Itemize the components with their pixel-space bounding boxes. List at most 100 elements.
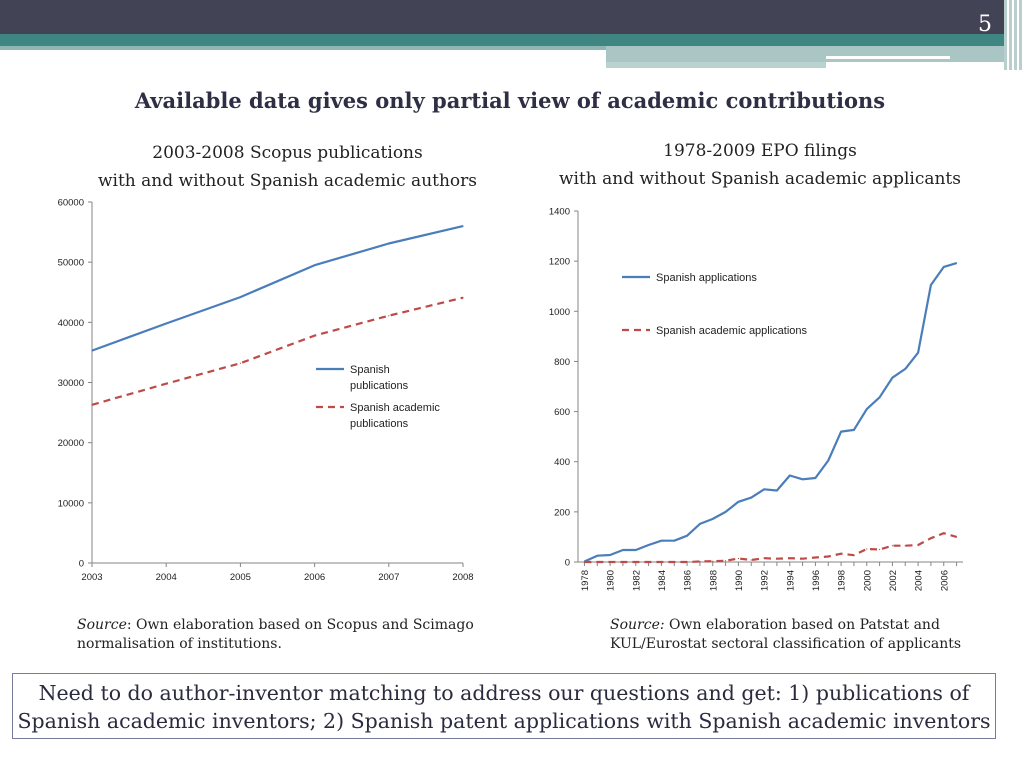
- conclusion-line1: Need to do author-inventor matching to a…: [38, 681, 970, 705]
- data-point: [776, 558, 778, 560]
- x-tick-label: 2006: [304, 572, 325, 583]
- data-point: [789, 474, 791, 477]
- data-point: [750, 559, 752, 561]
- data-point: [596, 555, 598, 557]
- left-subtitle-line1: 2003-2008 Scopus publications: [152, 143, 423, 163]
- y-tick-label: 400: [554, 457, 570, 468]
- data-point: [673, 540, 675, 542]
- data-point: [943, 266, 945, 268]
- data-point: [955, 536, 958, 538]
- legend-label-1: publications: [350, 380, 409, 392]
- data-point: [635, 549, 637, 551]
- data-point: [930, 284, 932, 286]
- legend-label-1: Spanish applications: [656, 272, 757, 284]
- slide-title: Available data gives only partial view o…: [134, 88, 886, 113]
- x-tick-label: 2006: [939, 570, 950, 591]
- right-source-note: Source: Own elaboration based on Patstat…: [610, 616, 1010, 654]
- y-tick-label: 10000: [58, 498, 84, 509]
- data-point: [686, 561, 688, 563]
- data-point: [763, 488, 765, 490]
- header-accent-line: [826, 56, 950, 59]
- right-source-label: Source:: [610, 617, 665, 633]
- data-point: [712, 518, 714, 520]
- header-decorative-lines: [1004, 0, 1024, 70]
- conclusion-box: Need to do author-inventor matching to a…: [12, 673, 996, 739]
- data-point: [789, 557, 791, 559]
- data-point: [878, 396, 881, 398]
- data-point: [583, 561, 586, 563]
- data-point: [724, 511, 727, 513]
- x-tick-label: 1998: [837, 570, 848, 591]
- data-point: [827, 459, 829, 462]
- epo-filings-chart: 0 200 400 600 800 1000 1200 1400 1978 1980 1982 198…: [549, 207, 963, 591]
- header-accent-stripe: [0, 34, 1024, 46]
- x-tick-label: 1990: [734, 570, 745, 591]
- data-point: [866, 408, 868, 410]
- left-subtitle-line2: with and without Spanish academic author…: [97, 171, 478, 191]
- left-chart-subtitle: 2003-2008 Scopus publications with and w…: [60, 139, 515, 195]
- data-point: [673, 561, 675, 563]
- y-tick-label: 40000: [58, 318, 84, 329]
- x-tick-label: 2007: [378, 572, 399, 583]
- x-tick-label: 2003: [81, 572, 102, 583]
- data-point: [647, 561, 650, 563]
- x-tick-label: 1982: [631, 570, 642, 591]
- right-subtitle-line2: with and without Spanish academic applic…: [558, 169, 961, 189]
- x-tick-label: 1978: [580, 570, 591, 591]
- data-point: [239, 296, 241, 298]
- y-tick-label: 1200: [549, 257, 570, 268]
- data-point: [622, 549, 624, 551]
- right-source-text1: Own elaboration based on Patstat and: [664, 617, 940, 633]
- y-tick-label: 30000: [58, 378, 84, 389]
- data-point: [165, 383, 167, 385]
- x-tick-label: 2004: [156, 572, 177, 583]
- data-point: [699, 523, 701, 525]
- header-accent-block: [606, 46, 1024, 62]
- data-point: [776, 489, 778, 492]
- data-point: [635, 561, 637, 563]
- data-point: [840, 431, 842, 433]
- data-point: [853, 429, 855, 431]
- data-point: [609, 554, 611, 556]
- y-tick-label: 800: [554, 357, 570, 368]
- left-source-note: Source: Own elaboration based on Scopus …: [77, 616, 517, 654]
- data-point: [314, 264, 316, 266]
- data-point: [314, 334, 316, 337]
- legend-label-2: publications: [350, 418, 409, 430]
- y-tick-label: 0: [79, 559, 84, 570]
- legend-label-2: Spanish academic: [350, 402, 440, 414]
- x-tick-label: 2008: [452, 572, 473, 583]
- right-subtitle-line1: 1978-2009 EPO filings: [663, 141, 857, 161]
- data-point: [737, 557, 740, 560]
- data-point: [878, 548, 881, 551]
- x-tick-label: 1980: [606, 570, 617, 591]
- data-point: [904, 545, 906, 547]
- x-tick-label: 2002: [888, 570, 899, 591]
- left-source-label: Source: [77, 617, 127, 633]
- data-point: [91, 350, 93, 352]
- data-point: [917, 544, 919, 546]
- data-point: [801, 558, 804, 560]
- right-chart-subtitle: 1978-2009 EPO filings with and without S…: [530, 137, 990, 193]
- data-point: [801, 478, 804, 480]
- data-point: [165, 322, 167, 325]
- data-point: [814, 477, 817, 479]
- data-point: [609, 561, 611, 563]
- left-source-text2: normalisation of institutions.: [77, 636, 282, 652]
- data-point: [891, 545, 894, 547]
- header-bar: [0, 0, 1024, 34]
- scopus-publications-chart: 0 10000 20000 30000 40000 50000 60000 2003 2004 2…: [58, 198, 474, 584]
- data-point: [388, 315, 390, 317]
- series-line-1: [91, 225, 464, 352]
- data-point: [917, 352, 919, 354]
- data-point: [943, 532, 945, 534]
- left-source-text1: : Own elaboration based on Scopus and Sc…: [126, 617, 474, 633]
- x-tick-label: 1992: [760, 570, 771, 591]
- x-tick-label: 1996: [811, 570, 822, 591]
- series-line-1: [583, 262, 957, 563]
- x-tick-label: 1988: [708, 570, 719, 591]
- x-tick-label: 1994: [785, 570, 796, 591]
- y-tick-label: 60000: [58, 198, 84, 209]
- x-tick-label: 1984: [657, 570, 668, 591]
- data-point: [737, 501, 740, 503]
